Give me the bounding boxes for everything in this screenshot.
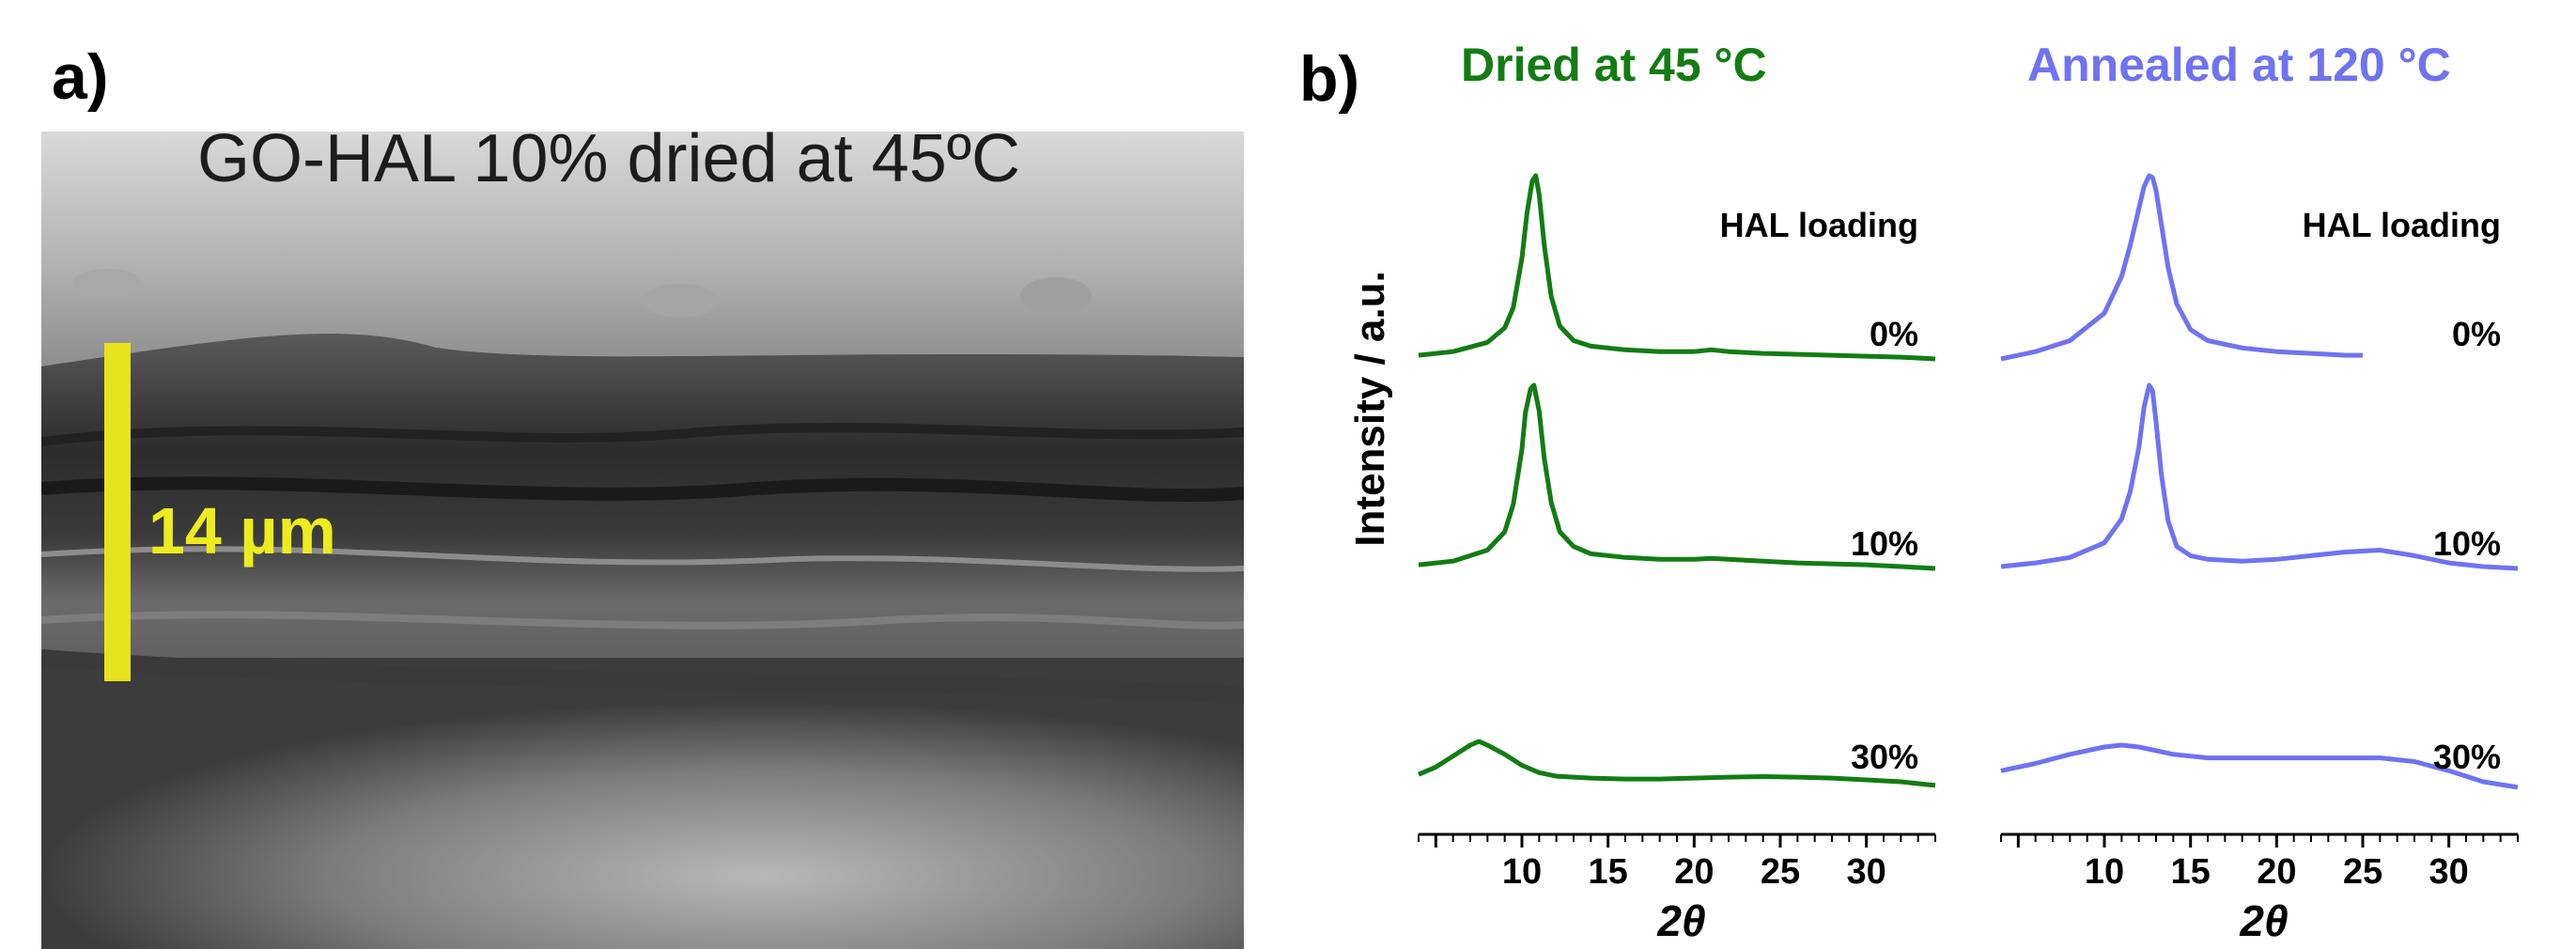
x-tick-label: 30	[2429, 852, 2469, 892]
sem-caption: GO-HAL 10% dried at 45ºC	[197, 121, 1021, 196]
x-axis-label: 2θ	[1656, 896, 1705, 945]
x-tick-label: 10	[2085, 852, 2124, 892]
series-line-30pct	[1418, 739, 1936, 788]
scale-bar-label: 14 µm	[148, 494, 336, 568]
series-label: 30%	[2433, 738, 2501, 776]
x-tick-label: 15	[1589, 852, 1628, 892]
series-label: 0%	[1870, 315, 1918, 353]
x-tick-label: 30	[1847, 852, 1886, 892]
series-line-0pct	[2000, 173, 2363, 362]
chart-dried: 10 15 20 25 30 2θ HAL loading 0% 10% 30%	[1418, 173, 1936, 945]
series-line-30pct	[2000, 742, 2519, 790]
series-line-0pct	[1418, 173, 1936, 362]
x-tick-label: 20	[1674, 852, 1714, 892]
x-tick-label: 20	[2257, 852, 2296, 892]
chart-annealed: 10 15 20 25 30 2θ HAL loading 0% 10% 30%	[2000, 173, 2519, 945]
x-axis-label: 2θ	[2239, 896, 2288, 945]
series-label: 10%	[2433, 524, 2501, 563]
series-label: 10%	[1851, 524, 1918, 563]
panel-a-label: a)	[52, 41, 109, 113]
chart-title-annealed: Annealed at 120 °C	[2027, 39, 2451, 91]
series-line-10pct	[1418, 382, 1936, 571]
y-axis-label: Intensity / a.u.	[1347, 271, 1393, 546]
x-tick-label: 25	[1761, 852, 1800, 892]
sem-micrograph	[41, 132, 1244, 949]
legend-title: HAL loading	[1720, 206, 1918, 244]
chart-title-dried: Dried at 45 °C	[1461, 39, 1767, 91]
sem-image	[41, 132, 1244, 949]
x-tick-label: 15	[2171, 852, 2211, 892]
panel-b-label: b)	[1299, 43, 1360, 115]
x-tick-label: 10	[1502, 852, 1542, 892]
series-label: 30%	[1851, 738, 1918, 776]
x-tick-label: 25	[2343, 852, 2382, 892]
scale-bar	[104, 343, 131, 681]
series-label: 0%	[2452, 315, 2501, 353]
series-line-10pct	[2000, 382, 2519, 571]
legend-title: HAL loading	[2303, 206, 2501, 244]
